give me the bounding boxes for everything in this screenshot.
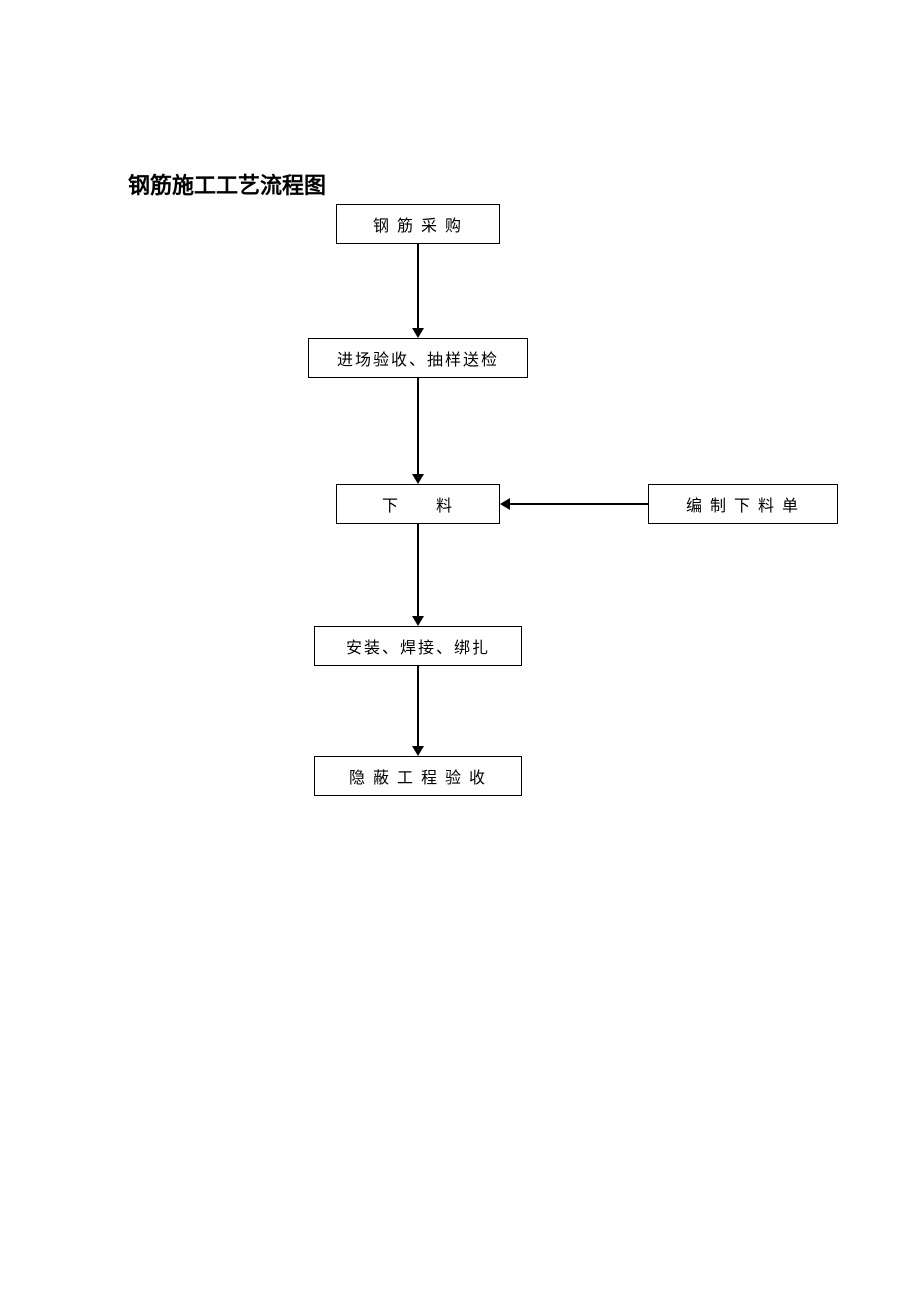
flowchart-node-n3: 下 料	[336, 484, 500, 524]
arrowhead-icon	[412, 474, 424, 484]
flowchart-node-n4: 编 制 下 料 单	[648, 484, 838, 524]
arrowhead-icon	[412, 616, 424, 626]
flowchart-edge	[417, 244, 419, 328]
flowchart-edge	[417, 378, 419, 474]
flowchart-edge	[510, 503, 648, 505]
flowchart-node-n5: 安装、焊接、绑扎	[314, 626, 522, 666]
arrowhead-icon	[412, 328, 424, 338]
arrowhead-icon	[500, 498, 510, 510]
flowchart-node-n1: 钢 筋 采 购	[336, 204, 500, 244]
flowchart-node-n6: 隐 蔽 工 程 验 收	[314, 756, 522, 796]
diagram-title: 钢筋施工工艺流程图	[128, 168, 326, 200]
arrowhead-icon	[412, 746, 424, 756]
flowchart-edge	[417, 524, 419, 616]
flowchart-node-n2: 进场验收、抽样送检	[308, 338, 528, 378]
flowchart-edge	[417, 666, 419, 746]
